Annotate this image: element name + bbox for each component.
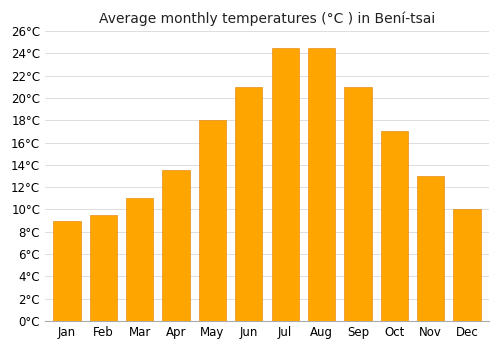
Bar — [54, 220, 80, 321]
Bar — [162, 170, 190, 321]
Title: Average monthly temperatures (°C ) in Bení-tsai: Average monthly temperatures (°C ) in Be… — [99, 11, 435, 26]
Bar — [344, 87, 372, 321]
Bar — [454, 209, 480, 321]
Bar — [126, 198, 154, 321]
Bar — [417, 176, 444, 321]
Bar — [308, 48, 335, 321]
Bar — [235, 87, 262, 321]
Bar — [199, 120, 226, 321]
Bar — [380, 131, 408, 321]
Bar — [272, 48, 299, 321]
Bar — [90, 215, 117, 321]
